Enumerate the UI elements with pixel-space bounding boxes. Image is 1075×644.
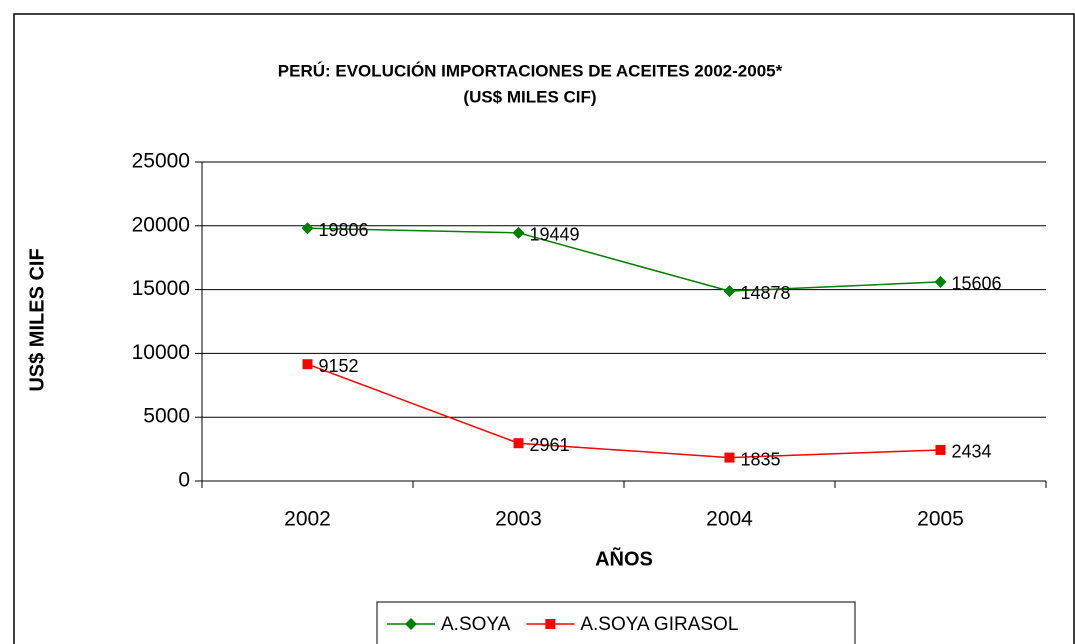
- data-label: 9152: [319, 356, 359, 376]
- chart-title: PERÚ: EVOLUCIÓN IMPORTACIONES DE ACEITES…: [278, 61, 783, 80]
- x-tick-label: 2003: [495, 508, 542, 531]
- legend-box: [376, 601, 856, 644]
- data-point: [513, 438, 524, 449]
- data-label: 15606: [952, 274, 1002, 294]
- legend-marker: [545, 619, 556, 629]
- data-label: 2961: [530, 435, 570, 455]
- x-tick-label: 2005: [917, 508, 964, 531]
- y-axis-title: US$ MILES CIF: [26, 248, 48, 391]
- data-point: [301, 222, 314, 235]
- legend-label: A.SOYA GIRASOL: [580, 614, 738, 635]
- x-axis-title: AÑOS: [595, 547, 653, 570]
- series-line: [307, 363, 941, 459]
- y-tick-label: 5000: [143, 405, 190, 428]
- series-line: [307, 227, 941, 292]
- chart-border: [13, 13, 1075, 644]
- legend-marker: [405, 618, 417, 630]
- data-label: 19806: [319, 220, 369, 240]
- y-tick-label: 25000: [132, 150, 190, 173]
- data-label: 2434: [952, 442, 992, 462]
- y-tick-label: 15000: [132, 277, 190, 300]
- data-point: [512, 226, 525, 239]
- legend-label: A.SOYA: [441, 614, 511, 635]
- y-tick-label: 10000: [132, 341, 190, 364]
- data-label: 14878: [741, 283, 791, 303]
- data-point: [935, 444, 946, 455]
- data-point: [302, 359, 313, 370]
- data-point: [934, 275, 947, 288]
- data-point: [724, 452, 735, 463]
- x-tick-label: 2002: [284, 508, 331, 531]
- data-label: 1835: [741, 449, 781, 469]
- data-point: [723, 285, 736, 298]
- chart-subtitle: (US$ MILES CIF): [463, 87, 596, 106]
- data-label: 19449: [530, 225, 580, 245]
- y-tick-label: 20000: [132, 213, 190, 236]
- x-tick-label: 2004: [706, 508, 753, 531]
- y-tick-label: 0: [178, 469, 190, 492]
